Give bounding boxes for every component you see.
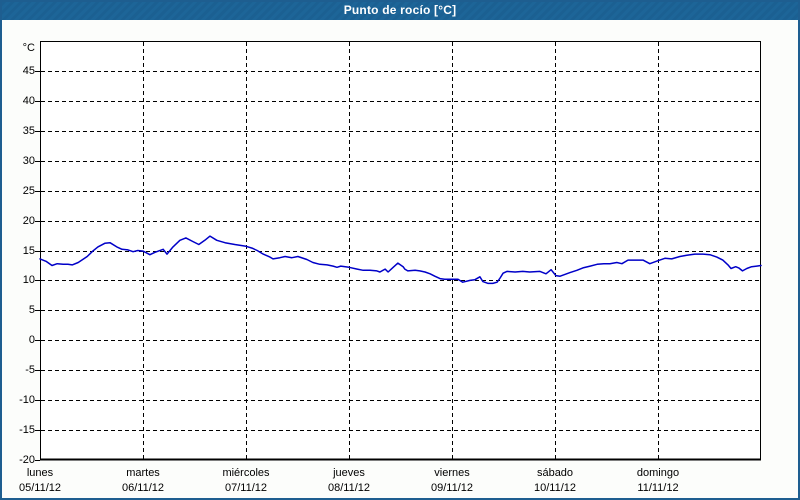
y-tick-label: 20: [22, 214, 35, 227]
y-tick-label: 25: [22, 184, 35, 197]
y-tick-label: 5: [28, 304, 35, 317]
x-day-name-label: lunes: [26, 467, 54, 479]
y-tick-label: 40: [22, 94, 35, 107]
plot-background: [40, 41, 761, 460]
x-date-label: 08/11/12: [327, 482, 370, 494]
x-day-name-label: sábado: [536, 467, 574, 479]
y-tick-label: 15: [22, 244, 35, 257]
y-tick-label: 10: [22, 274, 35, 287]
y-tick-label: -5: [25, 364, 35, 377]
x-date-label: 10/11/12: [533, 482, 576, 494]
window-titlebar: Punto de rocío [°C]: [0, 0, 800, 20]
x-day-name-label: jueves: [333, 467, 365, 479]
dewpoint-series-line: [39, 235, 762, 285]
x-day-name-label: domingo: [636, 467, 680, 479]
chart-title: Punto de rocío [°C]: [343, 3, 457, 17]
y-tick-label: 45: [22, 64, 35, 77]
y-axis-unit-label: °C: [22, 42, 35, 54]
x-date-label: 09/11/12: [430, 482, 473, 494]
y-tick-label: 30: [22, 154, 35, 167]
x-date-label: 06/11/12: [121, 482, 164, 494]
y-tick-label: -20: [19, 454, 35, 466]
x-day-name-label: viernes: [434, 467, 470, 479]
x-day-name-label: miércoles: [222, 467, 270, 479]
y-tick-label: -15: [19, 424, 35, 437]
x-date-label: 07/11/12: [224, 482, 267, 494]
y-tick-label: 0: [28, 334, 35, 347]
x-date-label: 11/11/12: [637, 482, 679, 494]
y-tick-label: -10: [19, 394, 35, 407]
y-tick-label: 35: [22, 124, 35, 137]
x-day-name-label: martes: [126, 467, 160, 479]
x-date-label: 05/11/12: [18, 482, 61, 494]
